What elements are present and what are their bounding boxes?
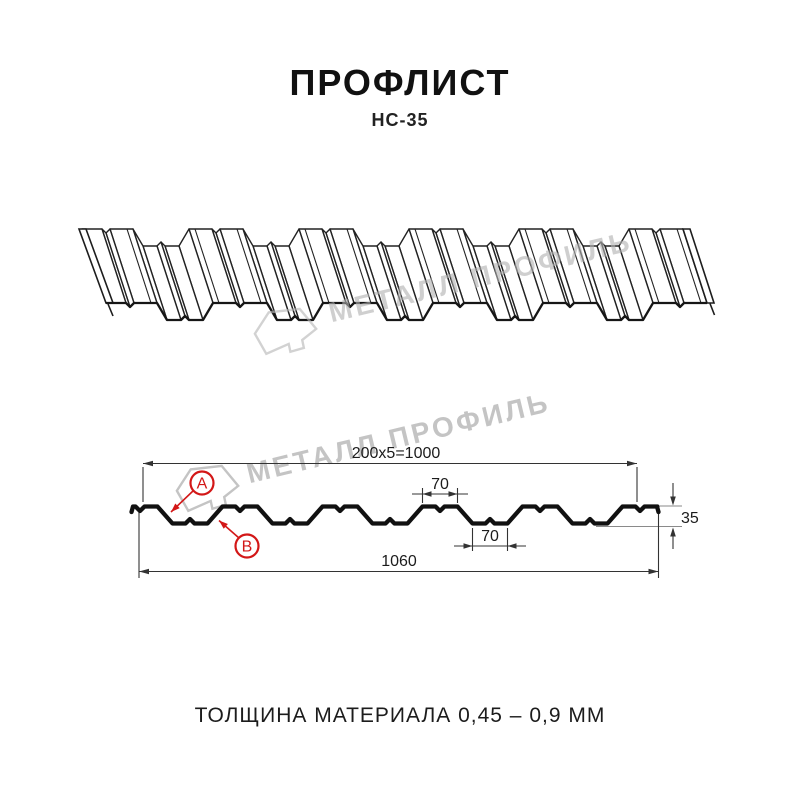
dimension-rib-spacing	[142, 462, 638, 502]
profile-3d-sheet	[81, 228, 708, 321]
watermark-logo-icon	[253, 307, 318, 356]
dim-rib-spacing-label: 200x5=1000	[352, 445, 441, 462]
profile-outline-3d	[106, 301, 707, 322]
profile-3d-drawing	[77, 228, 716, 322]
dim-profile-height-label: 35	[681, 510, 699, 527]
dimension-profile-height	[596, 483, 682, 549]
point-label-a: A	[197, 476, 208, 493]
dimension-total-width	[138, 512, 660, 578]
point-marker-a: A	[170, 470, 215, 513]
material-thickness-note: ТОЛЩИНА МАТЕРИАЛА 0,45 – 0,9 ММ	[194, 704, 606, 727]
dim-crest-width-label: 70	[431, 476, 449, 493]
dim-trough-width-label: 70	[481, 528, 499, 545]
point-marker-b: B	[218, 519, 260, 559]
profile-model-code: НС-35	[371, 110, 429, 130]
cross-section-drawing: 200x5=1000 70 70 35 1060 A B	[129, 445, 699, 578]
watermark-logo-icon	[175, 464, 240, 513]
dim-total-width-label: 1060	[381, 553, 417, 570]
right-cut-face	[681, 228, 716, 316]
dimension-crest-width	[412, 488, 468, 503]
page-title: ПРОФЛИСТ	[289, 62, 511, 103]
point-label-b: B	[242, 539, 253, 556]
profile-cross-section-outline	[129, 504, 661, 526]
